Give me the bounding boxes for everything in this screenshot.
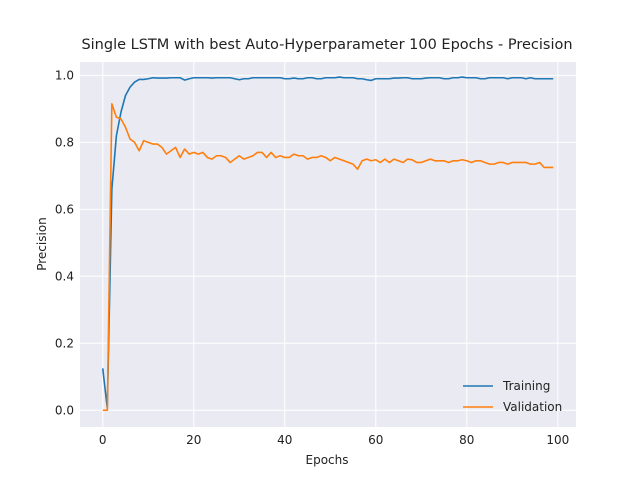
x-tick-label: 80 — [459, 433, 474, 447]
legend-label-training: Training — [502, 379, 550, 393]
legend-label-validation: Validation — [503, 400, 562, 414]
y-tick-label: 1.0 — [55, 68, 74, 82]
series-lines — [101, 76, 554, 412]
series-line-validation — [102, 103, 554, 412]
x-tick-label: 0 — [99, 433, 107, 447]
y-tick-label: 0.0 — [55, 403, 74, 417]
y-tick-label: 0.4 — [55, 269, 74, 283]
x-tick-labels: 0 20 40 60 80 100 — [99, 433, 569, 447]
y-axis-label: Precision — [35, 217, 49, 271]
legend: Training Validation — [463, 379, 562, 414]
x-tick-label: 100 — [546, 433, 569, 447]
y-tick-label: 0.8 — [55, 135, 74, 149]
grid — [80, 62, 576, 427]
y-tick-label: 0.6 — [55, 202, 74, 216]
y-tick-label: 0.2 — [55, 336, 74, 350]
x-axis-label: Epochs — [306, 453, 349, 467]
series-line-training — [101, 76, 554, 410]
y-tick-labels: 0.0 0.2 0.4 0.6 0.8 1.0 — [55, 68, 74, 417]
x-tick-label: 60 — [368, 433, 383, 447]
x-tick-label: 40 — [277, 433, 292, 447]
x-tick-label: 20 — [186, 433, 201, 447]
chart-title: Single LSTM with best Auto-Hyperparamete… — [81, 37, 572, 53]
plot-area — [80, 62, 576, 427]
